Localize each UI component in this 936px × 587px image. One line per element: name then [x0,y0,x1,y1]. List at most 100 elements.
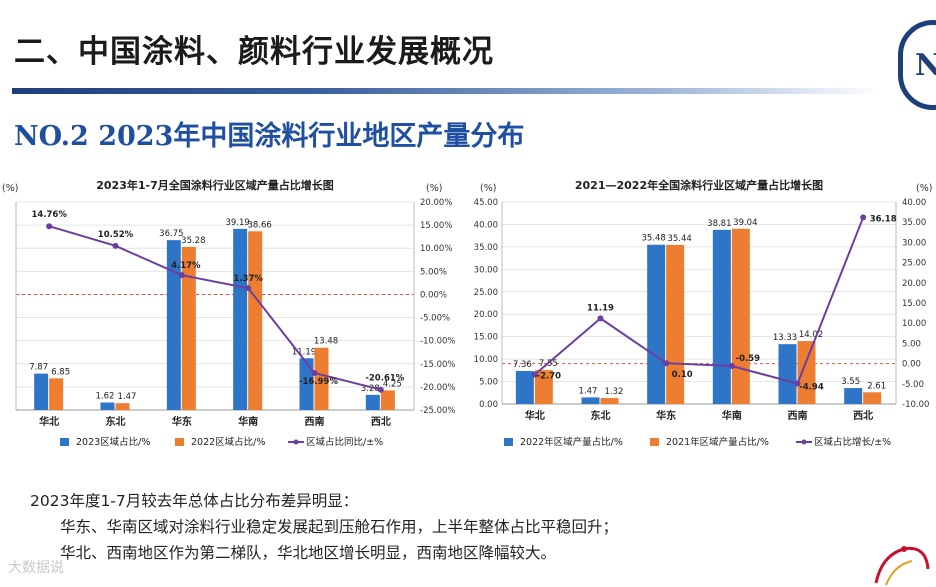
growth-value-label: 10.52% [98,230,134,240]
growth-point [663,360,670,367]
bar-value-label: 39.19 [225,218,249,228]
bar-primary [100,402,115,410]
category-label: 华南 [722,409,742,422]
brand-logo: NC [898,20,936,110]
right-tick-label: -10.00% [420,337,455,347]
bar-primary [166,240,181,410]
growth-value-label: -20.61% [365,374,404,384]
bar-secondary [115,403,130,410]
right-tick-label: 5.00 [902,339,921,349]
legend-swatch [650,438,659,446]
growth-line [48,225,382,391]
bar-value-label: 38.81 [707,219,731,229]
right-tick-label: -25.00% [420,406,455,416]
growth-value-label: 1.37% [233,274,263,284]
left-tick-label: 15.00 [474,333,498,343]
left-tick-label: 0.00 [479,400,498,410]
growth-point [46,223,53,230]
left-tick-label: 35.00 [474,243,498,253]
legend-swatch [175,438,184,446]
bar-primary [233,228,248,410]
growth-value-label: -2.70 [537,372,562,382]
bar-value-label: 1.47 [579,386,598,396]
left-tick-label: 45.00 [474,198,498,208]
bar-secondary [49,378,64,410]
bar-value-label: 1.32 [605,387,624,397]
growth-value-label: -0.59 [736,354,761,364]
right-tick-label: 10.00 [902,319,926,329]
legend-swatch-point [293,439,299,445]
legend-label: 区域占比同比/±% [306,436,383,448]
growth-value-label: 36.18 [870,214,897,224]
summary-line-1: 2023年度1-7月较去年总体占比分布差异明显： [30,492,359,510]
category-label: 华东 [656,409,676,422]
legend-label: 2022区域占比/% [191,436,265,448]
right-tick-label: 35.00 [902,218,926,228]
bar-secondary [731,228,750,404]
right-tick-label: 0.00% [420,290,447,300]
right-tick-label: -5.00 [902,380,924,390]
growth-value-label: -4.94 [799,383,824,393]
corner-decoration-icon [874,546,930,586]
legend-label: 2023区域占比/% [76,436,150,448]
growth-point [112,242,119,249]
legend-label: 区域占比增长/±% [814,436,891,448]
bar-primary [647,244,666,404]
bar-value-label: 36.75 [159,229,183,239]
right-axis-unit: (%) [916,183,932,194]
bar-value-label: 13.48 [314,337,338,347]
bar-value-label: 6.85 [51,367,70,377]
bar-primary [712,229,731,404]
bar-secondary [600,398,619,404]
bar-value-label: 4.25 [383,379,402,389]
right-axis-unit: (%) [426,183,442,194]
category-label: 东北 [106,415,126,428]
left-tick-label: 40.00 [474,220,498,230]
right-tick-label: -15.00% [420,360,455,370]
right-tick-label: 15.00% [420,221,452,231]
right-tick-label: 25.00 [902,259,926,269]
legend-swatch [60,438,69,446]
right-tick-label: 30.00 [902,238,926,248]
bar-value-label: 1.47 [118,392,137,402]
growth-point [531,371,538,378]
bar-value-label: 1.62 [96,392,115,402]
growth-point [860,214,867,221]
growth-point [178,272,185,279]
bar-primary [515,370,534,404]
bar-primary [844,388,863,404]
category-label: 西南 [305,415,325,428]
bar-primary [299,358,314,410]
bar-secondary [797,341,816,404]
growth-point [377,386,384,393]
bar-value-label: 35.48 [641,234,665,244]
growth-point [311,369,318,376]
bar-value-label: 7.36 [513,360,532,370]
right-tick-label: -10.00 [902,400,929,410]
legend-label: 2022年区域产量占比/% [520,436,623,448]
chart-title: 2021—2022年全国涂料行业区域产量占比增长图 [575,178,823,192]
logo-text: NC [915,47,936,83]
growth-value-label: 0.10 [672,370,693,380]
bar-secondary [534,370,553,404]
right-tick-label: -20.00% [420,383,455,393]
left-axis-unit: (%) [480,183,496,194]
title-underline [12,88,882,94]
bar-primary [581,397,600,404]
growth-line [534,217,865,385]
bar-value-label: 7.87 [29,363,48,373]
page-title: 二、中国涂料、颜料行业发展概况 [14,34,494,70]
right-tick-label: 15.00 [902,299,926,309]
bar-value-label: 13.33 [773,333,797,343]
section-subtitle: NO.2 2023年中国涂料行业地区产量分布 [14,121,525,152]
summary-line-3: 华北、西南地区作为第二梯队，华北地区增长明显，西南地区降幅较大。 [60,544,557,562]
summary-text: 2023年度1-7月较去年总体占比分布差异明显： 华东、华南区域对涂料行业稳定发… [30,488,618,566]
right-tick-label: 40.00 [902,198,926,208]
bar-secondary [248,231,263,410]
bar-primary [365,394,380,410]
right-tick-label: 20.00% [420,198,452,208]
growth-value-label: 14.76% [31,210,67,220]
left-tick-label: 25.00 [474,288,498,298]
bar-value-label: 35.28 [181,236,205,246]
category-label: 西南 [788,409,808,422]
